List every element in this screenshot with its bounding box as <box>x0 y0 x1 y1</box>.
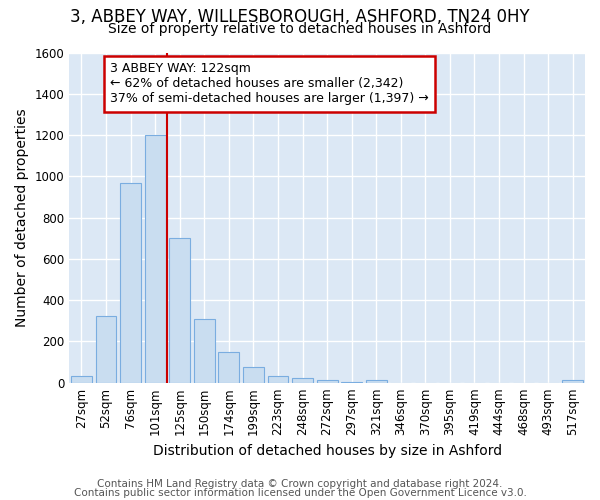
Bar <box>218 352 239 382</box>
Y-axis label: Number of detached properties: Number of detached properties <box>15 108 29 327</box>
Text: 3, ABBEY WAY, WILLESBOROUGH, ASHFORD, TN24 0HY: 3, ABBEY WAY, WILLESBOROUGH, ASHFORD, TN… <box>70 8 530 26</box>
X-axis label: Distribution of detached houses by size in Ashford: Distribution of detached houses by size … <box>152 444 502 458</box>
Bar <box>268 376 289 382</box>
Text: Contains HM Land Registry data © Crown copyright and database right 2024.: Contains HM Land Registry data © Crown c… <box>97 479 503 489</box>
Bar <box>145 135 166 382</box>
Bar <box>71 376 92 382</box>
Bar <box>292 378 313 382</box>
Bar <box>562 380 583 382</box>
Text: 3 ABBEY WAY: 122sqm
← 62% of detached houses are smaller (2,342)
37% of semi-det: 3 ABBEY WAY: 122sqm ← 62% of detached ho… <box>110 62 429 106</box>
Bar <box>366 380 386 382</box>
Bar <box>317 380 338 382</box>
Bar <box>95 316 116 382</box>
Text: Contains public sector information licensed under the Open Government Licence v3: Contains public sector information licen… <box>74 488 526 498</box>
Bar <box>194 318 215 382</box>
Bar <box>243 367 264 382</box>
Bar <box>120 182 141 382</box>
Text: Size of property relative to detached houses in Ashford: Size of property relative to detached ho… <box>109 22 491 36</box>
Bar <box>169 238 190 382</box>
